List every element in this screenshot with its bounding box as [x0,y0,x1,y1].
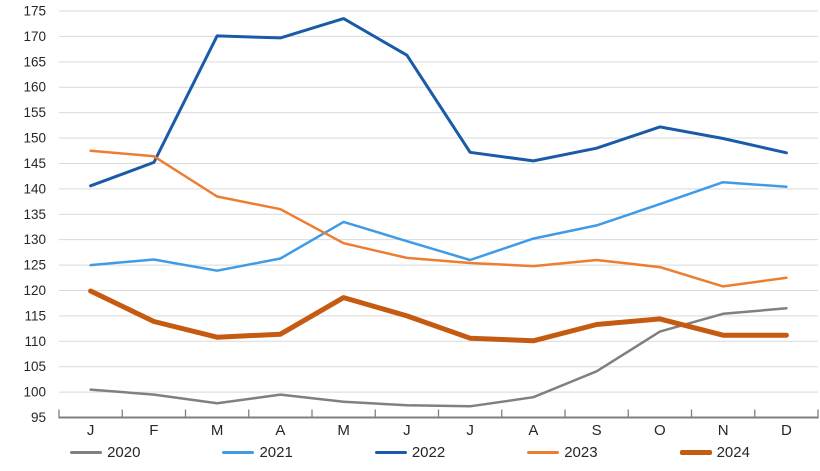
x-axis-month-label: O [654,422,666,438]
x-axis-month-label: J [87,422,95,438]
y-axis-tick-label: 150 [23,131,46,146]
y-axis-tick-label: 155 [23,105,46,120]
legend-swatch-2022 [374,450,407,454]
legend-label-2020: 2020 [107,443,141,461]
line-chart-plot-area: 175 170 165 160 155 150 145 140 135 130 125 120 115 1… [23,4,819,438]
legend-swatch-2024 [679,449,712,455]
legend-label-2024: 2024 [716,443,750,461]
y-axis-tick-label: 145 [23,156,46,171]
x-axis-month-label: J [403,422,411,438]
legend-item-2020: 2020 [70,445,140,460]
legend-item-2022: 2022 [374,443,446,461]
series-line-2024 [88,288,789,344]
x-axis-month-label: N [718,422,729,438]
legend-swatch-2021 [222,450,255,454]
series-line-2022 [89,17,788,188]
y-axis-tick-label: 165 [23,54,46,69]
y-axis-tick-label: 105 [23,359,46,374]
series-line-2020 [89,307,788,408]
y-axis-tick-label: 135 [23,207,46,222]
series-line-2021 [89,180,788,272]
legend-item-2024: 2024 [679,443,750,461]
legend-swatch-2023 [527,450,560,454]
legend-label-2022: 2022 [411,443,446,461]
y-axis-tick-label: 170 [23,29,46,44]
y-axis-tick-label: 130 [23,232,46,247]
x-axis-month-label: M [337,422,350,438]
legend-label-2023: 2023 [564,443,598,461]
legend-item-2023: 2023 [527,443,598,461]
y-axis-tick-label: 140 [23,181,46,196]
y-axis-tick-label: 175 [23,4,46,19]
y-axis-tick-label: 110 [24,334,46,349]
x-axis-month-label: F [149,422,158,438]
y-axis-tick-label: 100 [23,385,46,400]
x-axis-month-label: S [592,422,602,438]
legend-label-2021: 2021 [259,443,293,461]
x-axis-month-label: M [211,422,224,438]
y-axis-tick-label: 95 [31,410,46,425]
y-axis-tick-label: 120 [23,283,46,298]
legend-item-2021: 2021 [222,443,293,461]
x-axis-month-label: D [781,422,792,438]
chart-legend: 2020 2021 2022 2023 2024 [0,438,820,466]
x-axis-month-label: J [466,422,474,438]
series-line-2023 [89,149,788,288]
y-axis-tick-label: 125 [23,258,46,273]
legend-swatch-2020 [70,450,103,454]
x-axis-month-label: A [275,422,285,438]
y-axis-tick-label: 115 [24,308,46,323]
y-axis-tick-label: 160 [23,80,46,95]
x-axis-month-label: A [528,422,538,438]
